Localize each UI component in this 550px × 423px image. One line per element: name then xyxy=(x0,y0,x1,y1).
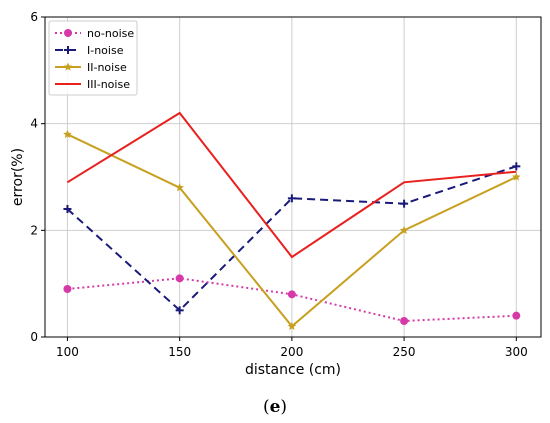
data-point xyxy=(400,317,409,325)
legend-label: no-noise xyxy=(87,27,134,40)
data-point xyxy=(512,311,521,320)
data-point xyxy=(175,183,184,192)
plot-frame xyxy=(44,16,542,338)
series-II-noise xyxy=(63,129,521,330)
legend-marker xyxy=(64,29,72,37)
figure-caption: (e) xyxy=(0,397,550,417)
caption-close: ) xyxy=(280,397,288,417)
x-tick-label: 150 xyxy=(168,345,191,359)
data-point xyxy=(512,172,521,181)
data-point xyxy=(63,285,72,293)
series-line xyxy=(66,165,517,312)
data-point xyxy=(63,129,72,138)
legend-item: III-noise xyxy=(55,78,130,91)
y-tick-label: 0 xyxy=(30,330,38,344)
legend-item: II-noise xyxy=(55,61,127,74)
legend-item: no-noise xyxy=(55,27,134,40)
legend-item: I-noise xyxy=(55,44,124,57)
legend-label: III-noise xyxy=(87,78,130,91)
y-tick-label: 4 xyxy=(30,117,38,131)
x-tick-label: 100 xyxy=(56,345,79,359)
series-III-noise xyxy=(66,111,517,259)
axes xyxy=(44,16,542,338)
legend-marker xyxy=(63,62,73,71)
series-line xyxy=(66,111,517,259)
legend-marker xyxy=(64,46,72,54)
y-tick-label: 2 xyxy=(30,223,38,237)
series-layer xyxy=(63,111,521,330)
caption-letter: e xyxy=(269,397,281,417)
data-point xyxy=(175,274,184,283)
legend: no-noise I-noise II-noise III-noise xyxy=(48,20,138,96)
legend-box xyxy=(48,20,138,96)
ticks: 100 150 200 250 300 0 2 4 6 xyxy=(30,10,527,359)
data-point xyxy=(287,290,296,299)
series-I-noise xyxy=(63,162,521,315)
data-point xyxy=(400,199,409,208)
legend-label: II-noise xyxy=(87,61,127,74)
y-tick-label: 6 xyxy=(30,10,38,24)
x-tick-label: 300 xyxy=(505,345,528,359)
caption-open: ( xyxy=(262,397,270,417)
x-tick-label: 200 xyxy=(280,345,303,359)
y-axis-label: error(%) xyxy=(10,148,26,206)
series-no-noise xyxy=(63,274,521,325)
data-point xyxy=(399,225,409,234)
x-tick-label: 250 xyxy=(393,345,416,359)
data-point xyxy=(512,162,521,171)
data-point xyxy=(287,321,297,330)
data-point xyxy=(63,205,72,213)
legend-label: I-noise xyxy=(87,44,124,57)
data-point xyxy=(175,306,184,315)
data-point xyxy=(287,194,296,203)
x-axis-label: distance (cm) xyxy=(245,362,341,378)
